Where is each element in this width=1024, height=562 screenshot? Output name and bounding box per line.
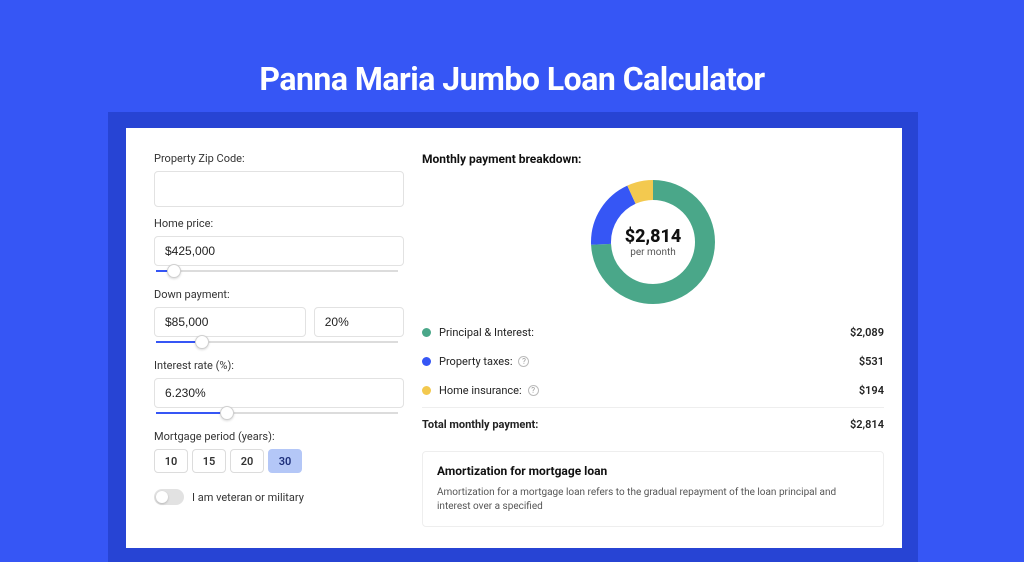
total-amount: $2,814 [850, 418, 884, 431]
interest-rate-input[interactable] [154, 378, 404, 408]
legend-dot [422, 386, 431, 395]
breakdown-label: Principal & Interest: [439, 326, 534, 339]
veteran-toggle-knob [156, 491, 168, 503]
amortization-box: Amortization for mortgage loan Amortizat… [422, 451, 884, 527]
zip-input[interactable] [154, 171, 404, 207]
mortgage-period-label: Mortgage period (years): [154, 430, 404, 443]
down-payment-slider-thumb[interactable] [195, 335, 209, 349]
home-price-slider[interactable] [154, 264, 404, 278]
total-row: Total monthly payment: $2,814 [422, 407, 884, 439]
interest-rate-slider[interactable] [154, 406, 404, 420]
home-price-slider-thumb[interactable] [167, 264, 181, 278]
breakdown-label: Property taxes: [439, 355, 512, 368]
interest-rate-slider-thumb[interactable] [220, 406, 234, 420]
page-title: Panna Maria Jumbo Loan Calculator [0, 60, 1024, 98]
breakdown-amount: $2,089 [850, 326, 884, 339]
period-button-20[interactable]: 20 [230, 449, 264, 473]
home-price-input[interactable] [154, 236, 404, 266]
down-payment-percent-input[interactable] [314, 307, 404, 337]
veteran-label: I am veteran or military [192, 491, 304, 504]
calculator-card: Property Zip Code: Home price: Down paym… [126, 128, 902, 548]
breakdown-amount: $194 [859, 384, 884, 397]
form-column: Property Zip Code: Home price: Down paym… [154, 152, 404, 548]
legend-dot [422, 357, 431, 366]
down-payment-slider[interactable] [154, 335, 404, 349]
period-button-10[interactable]: 10 [154, 449, 188, 473]
breakdown-title: Monthly payment breakdown: [422, 152, 884, 166]
veteran-toggle[interactable] [154, 489, 184, 505]
down-payment-amount-input[interactable] [154, 307, 306, 337]
breakdown-row: Property taxes:? $531 [422, 347, 884, 376]
breakdown-amount: $531 [859, 355, 884, 368]
veteran-toggle-row: I am veteran or military [154, 489, 404, 505]
field-mortgage-period: Mortgage period (years): 10152030 [154, 430, 404, 473]
amortization-title: Amortization for mortgage loan [437, 464, 869, 478]
zip-label: Property Zip Code: [154, 152, 404, 165]
home-price-label: Home price: [154, 217, 404, 230]
field-interest-rate: Interest rate (%): [154, 359, 404, 420]
breakdown-row: Principal & Interest: $2,089 [422, 318, 884, 347]
breakdown-row: Home insurance:? $194 [422, 376, 884, 405]
breakdown-label: Home insurance: [439, 384, 522, 397]
period-button-30[interactable]: 30 [268, 449, 302, 473]
payment-donut-chart: $2,814 per month [591, 180, 715, 304]
period-button-15[interactable]: 15 [192, 449, 226, 473]
legend-dot [422, 328, 431, 337]
total-label: Total monthly payment: [422, 418, 538, 431]
info-icon[interactable]: ? [528, 385, 539, 396]
field-zip: Property Zip Code: [154, 152, 404, 207]
interest-rate-label: Interest rate (%): [154, 359, 404, 372]
field-home-price: Home price: [154, 217, 404, 278]
amortization-text: Amortization for a mortgage loan refers … [437, 486, 869, 514]
mortgage-period-options: 10152030 [154, 449, 404, 473]
breakdown-column: Monthly payment breakdown: $2,814 per mo… [422, 152, 884, 548]
info-icon[interactable]: ? [518, 356, 529, 367]
donut-center: $2,814 per month [591, 180, 715, 304]
donut-wrap: $2,814 per month [422, 174, 884, 318]
breakdown-rows: Principal & Interest: $2,089 Property taxe… [422, 318, 884, 405]
donut-sublabel: per month [630, 247, 676, 258]
donut-value: $2,814 [625, 226, 682, 247]
field-down-payment: Down payment: [154, 288, 404, 349]
down-payment-label: Down payment: [154, 288, 404, 301]
